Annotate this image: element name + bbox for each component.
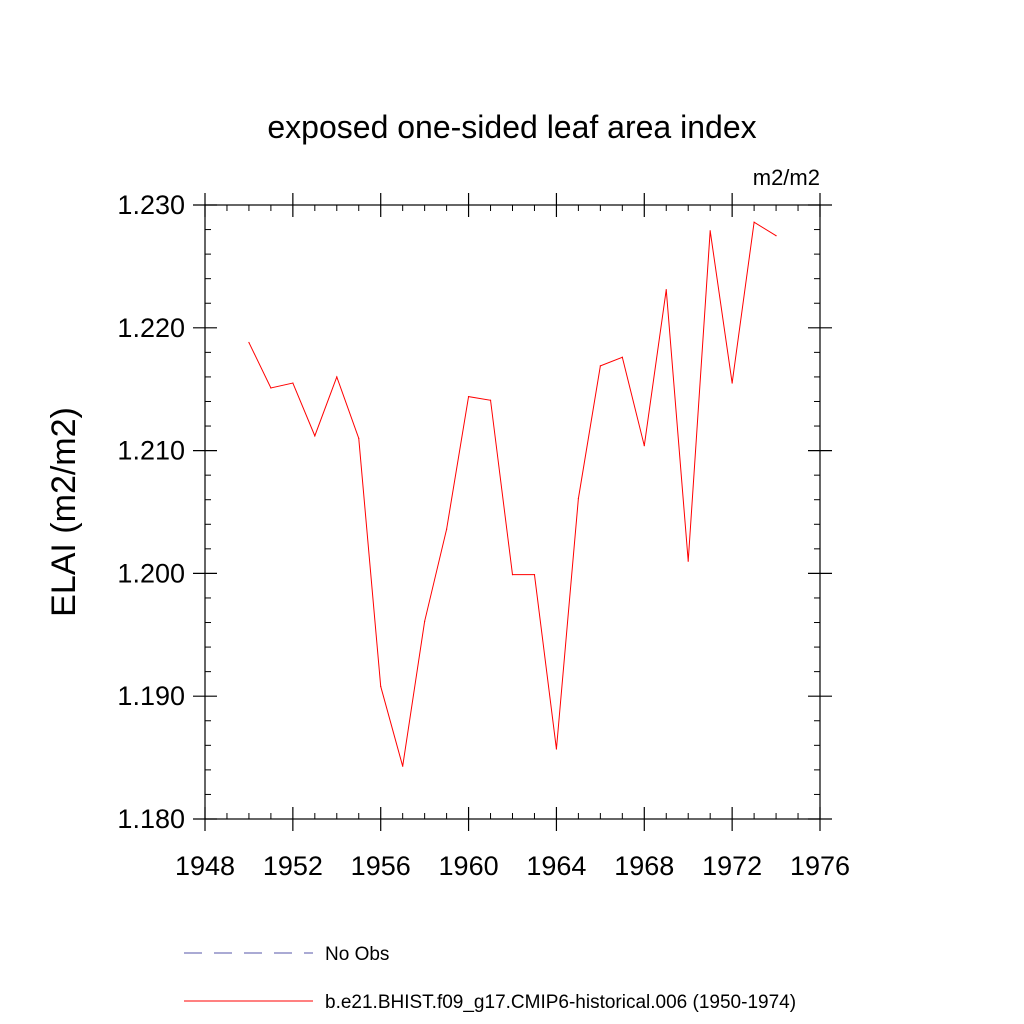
data-point: [753, 221, 755, 223]
chart-title: exposed one-sided leaf area index: [267, 109, 756, 145]
legend-label-no-obs: No Obs: [325, 944, 389, 965]
y-tick-label: 1.200: [117, 558, 185, 588]
data-point: [709, 230, 711, 232]
y-tick-label: 1.190: [117, 681, 185, 711]
data-point: [621, 356, 623, 358]
y-tick-label: 1.220: [117, 313, 185, 343]
x-tick-label: 1960: [439, 851, 499, 881]
x-tick-label: 1976: [790, 851, 850, 881]
x-tick-label: 1948: [175, 851, 235, 881]
y-tick-label: 1.210: [117, 436, 185, 466]
y-axis-label: ELAI (m2/m2): [45, 407, 83, 617]
x-tick-label: 1964: [526, 851, 586, 881]
data-point: [577, 497, 579, 500]
y-tick-label: 1.180: [117, 804, 185, 834]
data-point: [731, 382, 733, 384]
data-point: [489, 399, 492, 401]
data-point: [358, 437, 360, 439]
data-point: [665, 289, 667, 291]
data-point: [511, 574, 514, 576]
data-point: [336, 376, 338, 378]
y-axis-ticks: 1.180 1.190 1.200 1.210 1.220 1.230: [117, 190, 832, 834]
x-tick-label: 1968: [614, 851, 674, 881]
x-tick-label: 1972: [702, 851, 762, 881]
series-group: [248, 221, 777, 767]
legend: No Obs b.e21.BHIST.f09_g17.CMIP6-histori…: [184, 944, 796, 1013]
data-point: [424, 620, 426, 622]
data-point: [380, 685, 382, 687]
data-point: [687, 560, 689, 562]
units-label: m2/m2: [753, 165, 820, 190]
data-point: [402, 765, 404, 767]
series-line: [248, 221, 777, 767]
data-point: [446, 528, 448, 530]
plot-frame: [204, 204, 821, 820]
data-point: [555, 748, 558, 750]
data-point: [292, 382, 294, 384]
data-point: [599, 365, 601, 367]
data-point: [314, 435, 316, 437]
data-point: [533, 574, 536, 576]
x-axis-ticks: 1948 1952 1956 1960 1964 1968 1972 1976: [175, 193, 850, 881]
legend-label-historical: b.e21.BHIST.f09_g17.CMIP6-historical.006…: [325, 992, 796, 1013]
data-point: [270, 387, 272, 389]
data-point: [467, 395, 470, 398]
x-tick-label: 1952: [263, 851, 323, 881]
y-tick-label: 1.230: [117, 190, 185, 220]
x-tick-label: 1956: [351, 851, 411, 881]
data-point: [248, 341, 250, 344]
data-point: [643, 445, 645, 447]
data-point: [775, 235, 777, 237]
